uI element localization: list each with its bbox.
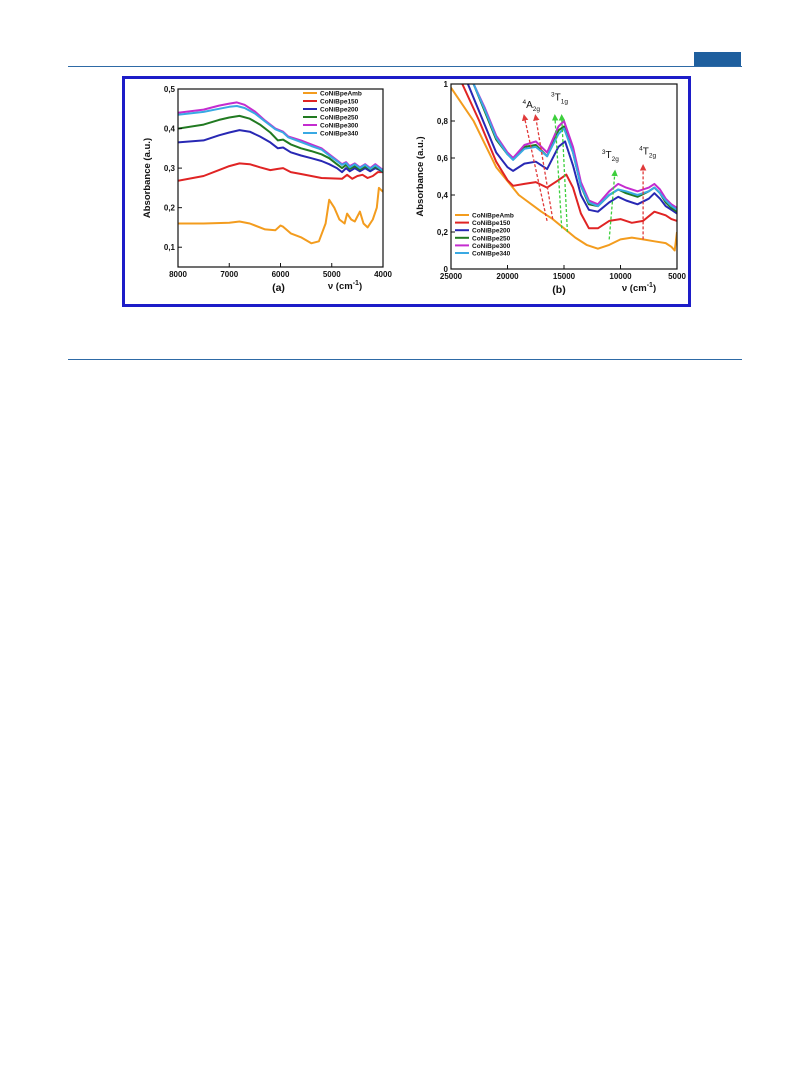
x-tick-label: 15000 [553,272,576,281]
y-tick-label: 0,2 [437,228,449,237]
panel-b: 25000 20000 15000 10000 5000 0 0,2 0,4 0,6 0,8 1 Ab… [415,80,686,296]
x-tick-label: 25000 [440,272,463,281]
annotation-arrow-red [533,114,554,220]
x-axis-label: ν (cm-1) [622,282,656,294]
x-tick-label: 7000 [220,270,238,279]
legend-entry: CoNiBpe150 [472,220,511,227]
series-line-conibpe340 [178,105,383,172]
series-line-conibpe150 [461,84,677,230]
y-tick-label: 0,8 [437,117,449,126]
series-line-conibpeamb [451,87,677,252]
legend-entry: CoNiBpeAmb [472,213,514,220]
header-rule [68,66,742,67]
panel-label: (b) [552,284,565,296]
series-line-conibpe200 [466,84,677,215]
y-tick-label: 0,1 [164,243,176,252]
series-group [451,84,677,252]
legend-entry: CoNiBpe300 [320,123,359,130]
y-tick-label: 0,4 [437,191,449,200]
y-tick-label: 0,4 [164,125,176,134]
x-tick-label: 5000 [668,272,686,281]
annotation-label: 3T2g [602,149,619,163]
panel-a: 8000 7000 6000 5000 4000 0,1 0,2 0,3 0,4 0,5 Absor… [142,85,392,294]
legend-entry: CoNiBpe200 [472,228,511,235]
legend-entry: CoNiBpe300 [472,243,511,250]
annotation-label: 3T1g [551,92,568,106]
footer-rule [68,359,742,360]
legend: CoNiBpeAmbCoNiBpe150CoNiBpe200CoNiBpe250… [455,213,514,258]
annotation-arrow-red [521,114,548,222]
legend-entry: CoNiBpe150 [320,99,359,106]
annotation-arrow-green [551,114,563,229]
annotation-label: 4T2g [639,145,656,159]
legend-entry: CoNiBpeAmb [320,91,362,98]
y-tick-label: 0,2 [164,204,176,213]
y-axis-label: Absorbance (a.u.) [142,138,153,218]
annotations: 4A2g 3T1g 3T2g 4T2g [521,92,656,240]
legend: CoNiBpeAmbCoNiBpe150CoNiBpe200CoNiBpe250… [303,91,362,138]
figure-svg: 8000 7000 6000 5000 4000 0,1 0,2 0,3 0,4 0,5 Absor… [142,80,686,296]
series-line-conibpe150 [178,162,383,182]
legend-entry: CoNiBpe250 [472,235,511,242]
series-line-conibpe200 [178,129,383,174]
legend-entry: CoNiBpe250 [320,115,359,122]
annotation-label: 4A2g [522,99,540,113]
x-tick-label: 10000 [609,272,632,281]
panel-label: (a) [272,282,285,294]
series-line-conibpe250 [178,114,383,173]
legend-entry: CoNiBpe200 [320,107,359,114]
x-tick-label: 4000 [374,270,392,279]
annotation-arrow-green [558,114,569,233]
series-line-conibpe300 [472,84,677,209]
series-line-conibpe340 [472,84,677,211]
legend-entry: CoNiBpe340 [472,251,511,258]
x-tick-label: 20000 [496,272,519,281]
x-tick-label: 5000 [323,270,341,279]
y-tick-label: 0,5 [164,85,176,94]
y-axis-label: Absorbance (a.u.) [415,136,426,216]
y-tick-label: 0,3 [164,164,176,173]
x-tick-label: 6000 [272,270,290,279]
legend-entry: CoNiBpe340 [320,131,359,138]
y-tick-label: 0,6 [437,154,449,163]
x-axis-label: ν (cm-1) [328,280,362,292]
y-tick-label: 0 [444,265,449,274]
y-tick-label: 1 [444,80,449,89]
figure-frame: 8000 7000 6000 5000 4000 0,1 0,2 0,3 0,4 0,5 Absor… [122,76,691,307]
annotation-arrow-green [608,169,618,240]
series-line-conibpeamb [178,186,383,245]
page-header-tab [694,52,741,66]
x-tick-label: 8000 [169,270,187,279]
series-group [178,101,383,245]
